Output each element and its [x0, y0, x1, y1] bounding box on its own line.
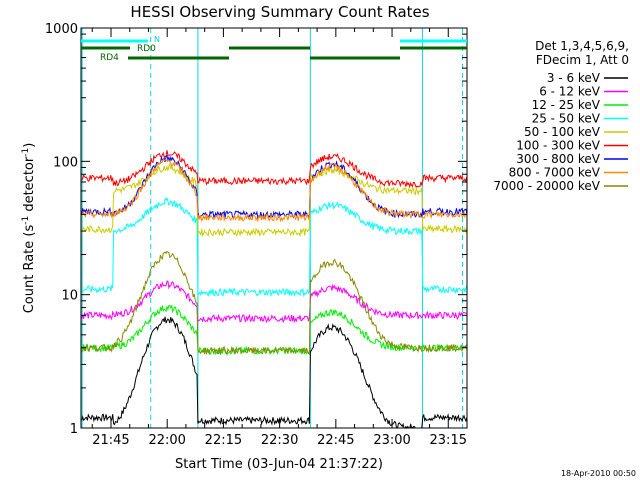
x-tick-label: 22:15: [205, 433, 242, 448]
timestamp: 18-Apr-2010 00:50: [561, 469, 636, 478]
plot-frame: [80, 27, 468, 429]
x-tick-label: 21:45: [92, 433, 129, 448]
legend-label-3: 12 - 25 keV: [532, 98, 601, 112]
legend: Det 1,3,4,5,6,9, FDecim 1, Att 0 3 - 6 k…: [493, 39, 629, 193]
rd4-label: RD4: [100, 53, 119, 63]
series-line-9: [81, 250, 468, 357]
legend-label-2: 6 - 12 keV: [539, 85, 601, 99]
x-tick-label: 22:30: [261, 433, 298, 448]
n-label: N: [154, 35, 160, 44]
y-tick-label: 100: [53, 155, 78, 170]
x-tick-label: 22:00: [148, 433, 185, 448]
series-line-2: [81, 280, 467, 324]
legend-label-5: 50 - 100 keV: [524, 125, 601, 139]
series-line-1: [81, 316, 468, 429]
chart-title: HESSI Observing Summary Count Rates: [130, 3, 429, 21]
axes: 21:45 22:00 22:15 22:30 22:45 23:00 23:15 1 10 10…: [45, 22, 468, 448]
legend-label-1: 3 - 6 keV: [547, 71, 601, 85]
legend-label-9: 7000 - 20000 keV: [493, 179, 600, 193]
plot-area: [81, 28, 468, 429]
legend-header-1: Det 1,3,4,5,6,9,: [535, 39, 629, 53]
y-tick-label: 10: [61, 289, 78, 304]
series-line-8: [81, 157, 468, 223]
series-line-4: [81, 196, 468, 298]
legend-label-8: 800 - 7000 keV: [509, 166, 601, 180]
y-tick-label: 1000: [45, 22, 78, 37]
legend-label-4: 25 - 50 keV: [532, 112, 601, 126]
y-axis-label: Count Rate (s-1 detector-1): [21, 143, 37, 314]
x-tick-label: 22:45: [317, 433, 354, 448]
legend-label-6: 100 - 300 keV: [516, 139, 600, 153]
legend-header-2: FDecim 1, Att 0: [536, 53, 629, 67]
x-tick-label: 23:00: [373, 433, 410, 448]
series-line-6: [81, 150, 468, 189]
x-tick-label: 23:15: [430, 433, 467, 448]
legend-label-7: 300 - 800 keV: [516, 152, 600, 166]
rd0-label: RD0: [137, 44, 156, 54]
y-tick-label: 1: [70, 422, 78, 437]
x-axis-label: Start Time (03-Jun-04 21:37:22): [175, 457, 383, 472]
mode-flags: RD0 RD4 N: [81, 35, 467, 63]
